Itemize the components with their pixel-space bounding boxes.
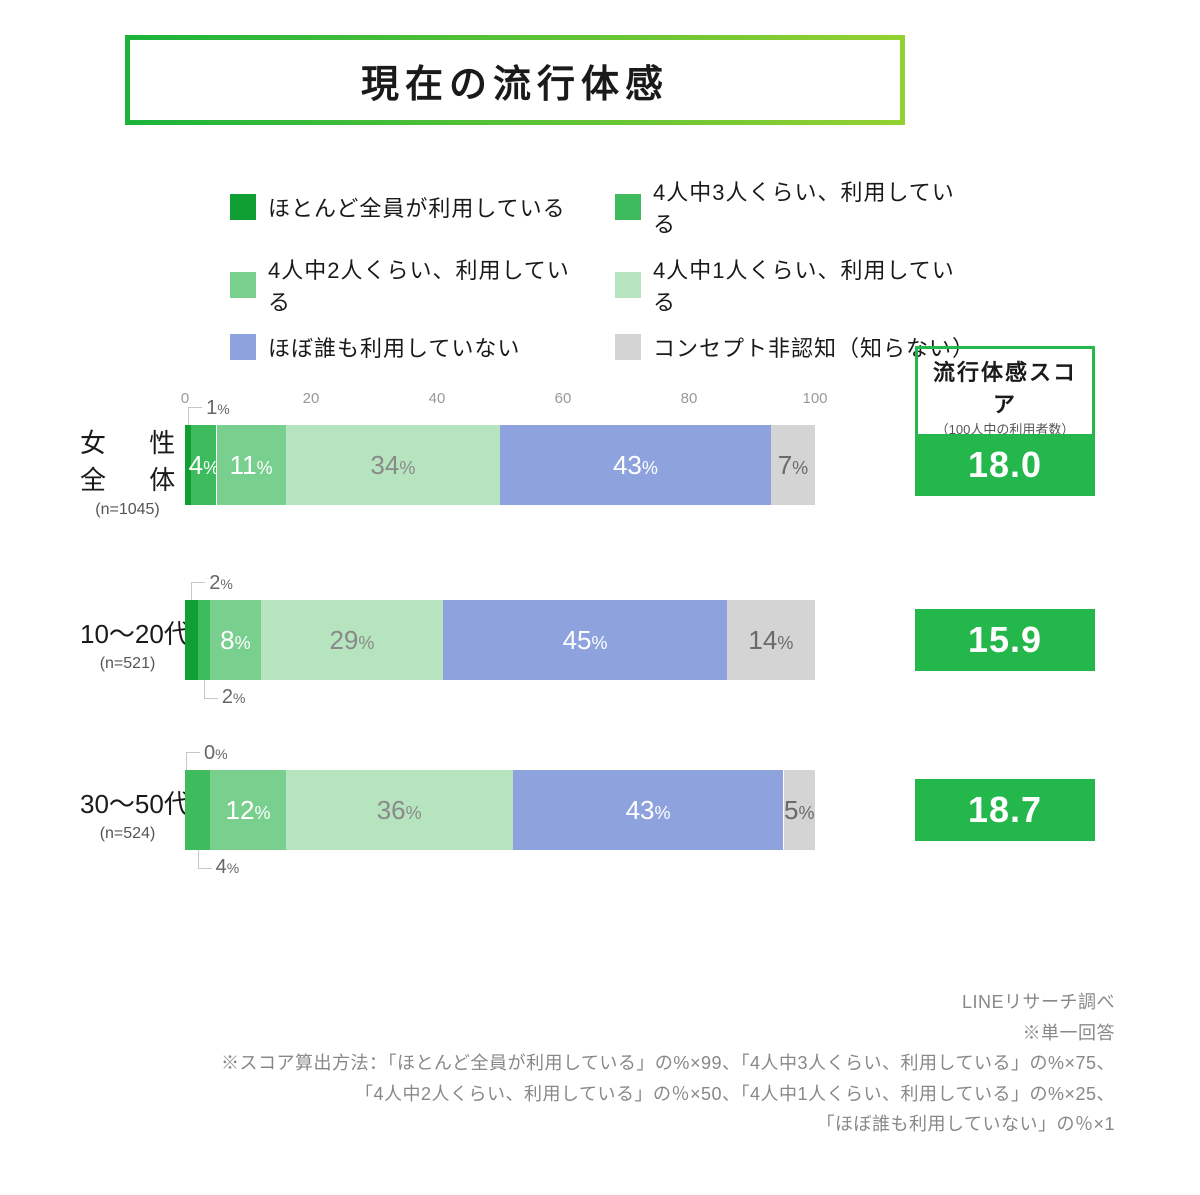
bar-segment: 14% [727, 600, 815, 680]
axis-tick-label: 20 [303, 390, 320, 407]
infographic-page: 現在の流行体感 ほとんど全員が利用している 4人中3人くらい、利用している 4人中2… [0, 0, 1200, 1195]
bar-segment-label: 12% [226, 795, 271, 826]
legend-swatch [615, 194, 641, 220]
legend-item: ほぼ誰も利用していない [230, 331, 585, 363]
callout-line [186, 752, 187, 770]
callout-label: 2% [222, 686, 246, 709]
callout-label: 0% [204, 742, 228, 765]
callout-line [198, 850, 199, 868]
bar-segment: 36% [286, 770, 513, 850]
legend-swatch [615, 334, 641, 360]
bar-segment: 43% [500, 425, 771, 505]
axis-tick-label: 60 [555, 390, 572, 407]
footer-notes: LINEリサーチ調べ※単一回答※スコア算出方法：「ほとんど全員が利用している」の… [221, 987, 1115, 1140]
bar-segment: 43% [513, 770, 784, 850]
title-box: 現在の流行体感 [125, 35, 905, 125]
bar-segment-label: 8% [220, 625, 250, 656]
bar-segment [198, 600, 211, 680]
legend-swatch [230, 272, 256, 298]
callout-line [191, 582, 205, 583]
bar-track: 4% 11% 34% 43% 7% [185, 425, 815, 505]
legend-item: ほとんど全員が利用している [230, 175, 585, 239]
bar-segment: 4% [191, 425, 216, 505]
score-box: 18.0 [915, 434, 1095, 496]
bar-segment: 29% [261, 600, 444, 680]
score-header: 流行体感スコア （100人中の利用者数） [915, 346, 1095, 447]
bar-segment: 45% [443, 600, 727, 680]
callout-label: 1% [206, 397, 230, 420]
legend-item: 4人中2人くらい、利用している [230, 253, 585, 317]
axis-tick-label: 100 [802, 390, 827, 407]
x-axis: 020406080100 [185, 390, 815, 410]
bar-segment [185, 600, 198, 680]
legend-label: 4人中1人くらい、利用している [653, 253, 970, 317]
legend-swatch [615, 272, 641, 298]
bar-segment: 7% [771, 425, 815, 505]
score-box: 15.9 [915, 609, 1095, 671]
footer-line: 「4人中2人くらい、利用している」の％×50、「4人中1人くらい、利用している」… [221, 1079, 1115, 1110]
bar-segment-label: 5% [784, 795, 814, 826]
bar-segment-label: 7% [778, 450, 808, 481]
bar-segment: 11% [217, 425, 286, 505]
bar-segment-label: 14% [748, 625, 793, 656]
score-box: 18.7 [915, 779, 1095, 841]
bar-segment: 12% [210, 770, 286, 850]
bar-segment-label: 34% [370, 450, 415, 481]
row-label: 女 性全 体 (n=1045) [80, 423, 175, 519]
legend-label: 4人中2人くらい、利用している [268, 253, 585, 317]
bar-segment-label: 11% [230, 450, 273, 481]
callout-line [191, 582, 192, 600]
callout-line [188, 407, 202, 408]
row-label-main: 10～20代 [80, 614, 175, 651]
bar-segment-label: 45% [563, 625, 608, 656]
bar-segment-label: 36% [377, 795, 422, 826]
title-text: 現在の流行体感 [361, 53, 669, 108]
legend-label: 4人中3人くらい、利用している [653, 175, 970, 239]
footer-line: LINEリサーチ調べ [221, 987, 1115, 1018]
legend-label: ほとんど全員が利用している [268, 191, 566, 223]
legend-label: ほぼ誰も利用していない [268, 331, 520, 363]
row-label-sub: (n=1045) [80, 501, 175, 519]
legend-item: 4人中3人くらい、利用している [615, 175, 970, 239]
callout-line [204, 698, 218, 699]
callout-label: 2% [209, 572, 233, 595]
chart-area: 流行体感スコア （100人中の利用者数） 020406080100 女 性全 体… [85, 360, 1135, 960]
footer-line: 「ほぼ誰も利用していない」の％×1 [221, 1109, 1115, 1140]
row-label-main: 全 体 [80, 460, 175, 497]
bar-segment: 34% [286, 425, 500, 505]
footer-line: ※単一回答 [221, 1018, 1115, 1049]
axis-tick-label: 40 [429, 390, 446, 407]
bar-segment: 5% [784, 770, 816, 850]
row-label-sub: (n=521) [80, 655, 175, 673]
row-label-main: 30～50代 [80, 784, 175, 821]
legend: ほとんど全員が利用している 4人中3人くらい、利用している 4人中2人くらい、利用し… [230, 175, 970, 363]
callout-line [186, 752, 200, 753]
bar-segment-label: 43% [613, 450, 658, 481]
row-label: 10～20代 (n=521) [80, 614, 175, 673]
row-label-sub: (n=524) [80, 825, 175, 843]
bar-track: 8% 29% 45% 14% [185, 600, 815, 680]
legend-item: 4人中1人くらい、利用している [615, 253, 970, 317]
score-header-title: 流行体感スコア [922, 355, 1088, 419]
footer-line: ※スコア算出方法：「ほとんど全員が利用している」の%×99、「4人中3人くらい、… [221, 1048, 1115, 1079]
bar-segment [185, 770, 210, 850]
axis-tick-label: 0 [181, 390, 189, 407]
callout-line [188, 407, 189, 425]
bar-segment-label: 43% [626, 795, 671, 826]
legend-swatch [230, 194, 256, 220]
callout-line [198, 868, 212, 869]
callout-line [204, 680, 205, 698]
bar-segment-label: 4% [189, 450, 219, 481]
bar-segment: 8% [210, 600, 260, 680]
axis-tick-label: 80 [681, 390, 698, 407]
row-label-main: 女 性 [80, 423, 175, 460]
bar-track: 12% 36% 43% 5% [185, 770, 815, 850]
callout-label: 4% [216, 856, 240, 879]
bar-segment-label: 29% [329, 625, 374, 656]
legend-swatch [230, 334, 256, 360]
row-label: 30～50代 (n=524) [80, 784, 175, 843]
